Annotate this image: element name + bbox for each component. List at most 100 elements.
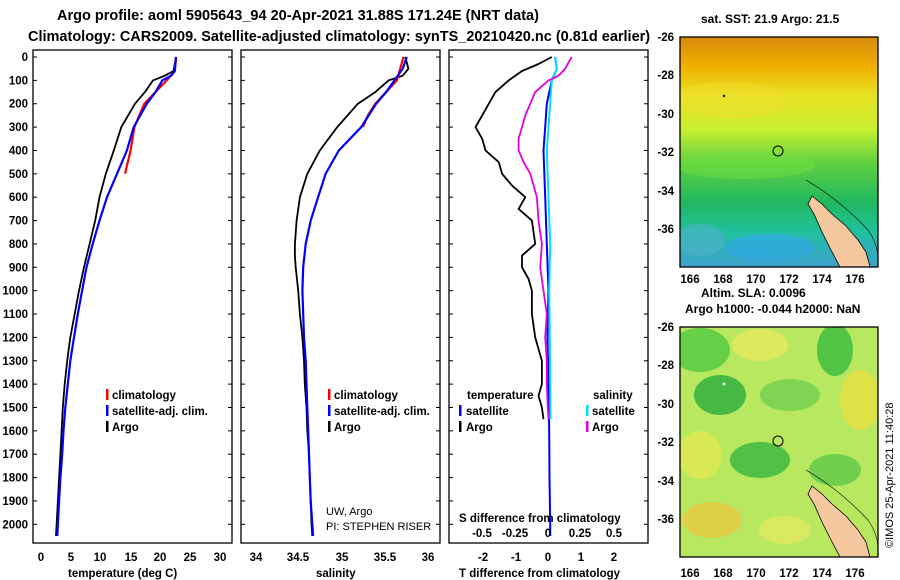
depth-tick-label: 1500: [2, 402, 28, 414]
tdiff-tick-1: 1: [578, 552, 585, 564]
sst-lat-30: -30: [657, 109, 674, 121]
sal-tick-35-5: 35.5: [374, 552, 397, 564]
sst-lon-170: 170: [746, 274, 765, 286]
sal-satellite-line: [301, 56, 408, 537]
sst-lat-36: -36: [657, 224, 674, 236]
depth-tick-label: 200: [9, 99, 28, 111]
sst-lat-28: -28: [657, 70, 674, 82]
sla-blob: [759, 516, 811, 544]
sla-blob: [809, 454, 861, 486]
credit-note-2: PI: STEPHEN RISER: [326, 521, 431, 533]
sst-map: [680, 37, 878, 267]
sla-lat-28: -28: [657, 360, 674, 372]
axis-ticks: [33, 56, 648, 525]
sst-bathymetry-contour: [805, 179, 878, 261]
difference-t-ticks: -2 -1 0 1 2: [478, 552, 617, 564]
temp-tick-5: 5: [68, 552, 75, 564]
sdiff-tick-m05: -0.5: [472, 528, 492, 540]
legend-s-argo-swatch: [586, 421, 589, 432]
difference-panel: [448, 49, 649, 544]
sst-lat-32: -32: [657, 147, 674, 159]
salinity-legend: climatology satellite-adj. clim. Argo: [328, 389, 430, 434]
temp-tick-10: 10: [94, 552, 107, 564]
sla-blob: [694, 375, 746, 415]
sal-legend-climatology-swatch: [328, 389, 331, 400]
diff-s-argo-line: [517, 56, 573, 420]
sst-lon-168: 168: [713, 274, 733, 286]
depth-tick-label: 1300: [2, 356, 28, 368]
diff-t-argo-line: [474, 56, 553, 420]
sst-island-dot: [722, 94, 726, 98]
depth-tick-label: 700: [9, 216, 28, 228]
sla-blob: [682, 502, 742, 538]
sla-lon-168: 168: [713, 568, 733, 580]
depth-tick-label: 500: [9, 169, 28, 181]
sla-blob: [760, 379, 820, 411]
temp-satellite-line: [56, 56, 178, 537]
sla-lat-26: -26: [657, 322, 674, 334]
temp-tick-25: 25: [184, 552, 197, 564]
tdiff-tick-0: 0: [545, 552, 551, 564]
depth-tick-label: 1000: [2, 286, 28, 298]
sdiff-tick-m025: -0.25: [502, 528, 529, 540]
sla-lon-172: 172: [779, 568, 798, 580]
temp-argo-line: [55, 56, 177, 537]
sal-legend-argo-swatch: [328, 421, 331, 432]
sla-lat-34: -34: [657, 476, 674, 488]
legend-s-satellite: satellite: [592, 406, 635, 418]
sst-warm-patch: [680, 82, 790, 118]
depth-tick-label: 1700: [2, 449, 28, 461]
sdiff-tick-0: 0: [545, 528, 551, 540]
depth-tick-label: 1900: [2, 496, 28, 508]
depth-tick-label: 1200: [2, 332, 28, 344]
sal-legend-satellite-swatch: [328, 405, 331, 416]
depth-tick-label: 1800: [2, 473, 28, 485]
temperature-axis-label: temperature (deg C): [68, 568, 177, 580]
salinity-axis-label: salinity: [316, 568, 356, 580]
sdiff-tick-025: 0.25: [569, 528, 592, 540]
sal-argo-line: [293, 56, 410, 537]
sst-float-marker: [772, 145, 784, 157]
legend-t-argo-swatch: [459, 421, 462, 432]
tdiff-tick-m2: -2: [478, 552, 488, 564]
legend-climatology: climatology: [112, 390, 177, 402]
legend-satellite-swatch: [106, 405, 109, 416]
depth-tick-label: 400: [9, 145, 28, 157]
temperature-x-ticks: 0 5 10 15 20 25 30: [38, 552, 227, 564]
sal-tick-35: 35: [336, 552, 349, 564]
legend-t-argo: Argo: [466, 422, 493, 434]
tdiff-tick-m1: -1: [511, 552, 522, 564]
sst-map-title: sat. SST: 21.9 Argo: 21.5: [701, 12, 840, 26]
sal-legend-argo: Argo: [334, 422, 361, 434]
tdiff-tick-2: 2: [611, 552, 617, 564]
sal-legend-climatology: climatology: [334, 390, 399, 402]
sla-blob: [840, 370, 878, 430]
legend-argo-swatch: [106, 421, 109, 432]
legend-climatology-swatch: [106, 389, 109, 400]
legend-argo: Argo: [112, 422, 139, 434]
sst-lat-ticks: -26 -28 -30 -32 -34 -36: [657, 32, 674, 236]
depth-tick-label: 300: [9, 122, 28, 134]
diff-t-satellite-line: [542, 56, 558, 536]
sst-cool-patch-2: [680, 224, 725, 256]
sla-bathymetry-contour: [805, 469, 878, 551]
sla-map: [680, 327, 878, 557]
legend-salinity-heading: salinity: [593, 390, 633, 402]
depth-tick-label: 800: [9, 239, 28, 251]
s-difference-label: S difference from climatology: [459, 513, 621, 525]
sst-lon-ticks: 166 168 170 172 174 176: [680, 274, 864, 286]
sst-lat-34: -34: [657, 186, 674, 198]
salinity-lines: [293, 56, 410, 537]
sla-lon-ticks: 166 168 170 172 174 176: [680, 568, 864, 580]
sla-lat-ticks: -26 -28 -30 -32 -34 -36: [657, 322, 674, 526]
legend-s-sat-swatch: [586, 405, 589, 416]
depth-tick-label: 900: [9, 262, 28, 274]
new-caledonia-land: [807, 195, 871, 267]
difference-s-ticks: -0.5 -0.25 0 0.25 0.5: [472, 528, 623, 540]
temperature-panel: [32, 49, 233, 544]
legend-satellite: satellite-adj. clim.: [112, 406, 208, 418]
temp-tick-30: 30: [214, 552, 227, 564]
sla-map-frame: [679, 326, 879, 558]
t-difference-label: T difference from climatology: [459, 568, 621, 580]
